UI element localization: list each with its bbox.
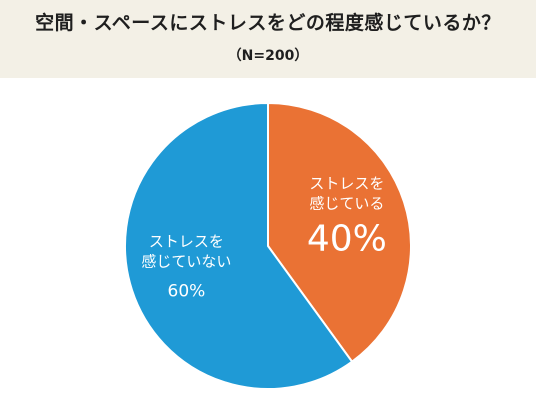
chart-subtitle: （N=200） (227, 48, 309, 64)
title-banner (0, 0, 536, 78)
pie-slice (124, 101, 354, 390)
pie-slice (267, 101, 412, 364)
slice-label-line1: ストレスを (309, 174, 384, 192)
slice-label-line1: ストレスを (149, 233, 224, 251)
slice-label-line2: 感じている (309, 194, 384, 212)
slice-label-line2: 感じていない (141, 253, 231, 271)
chart-title: 空間・スペースにストレスをどの程度感じているか？ (35, 12, 501, 34)
slice-value-label: 40% (307, 218, 387, 259)
slice-value-label: 60% (168, 282, 206, 302)
